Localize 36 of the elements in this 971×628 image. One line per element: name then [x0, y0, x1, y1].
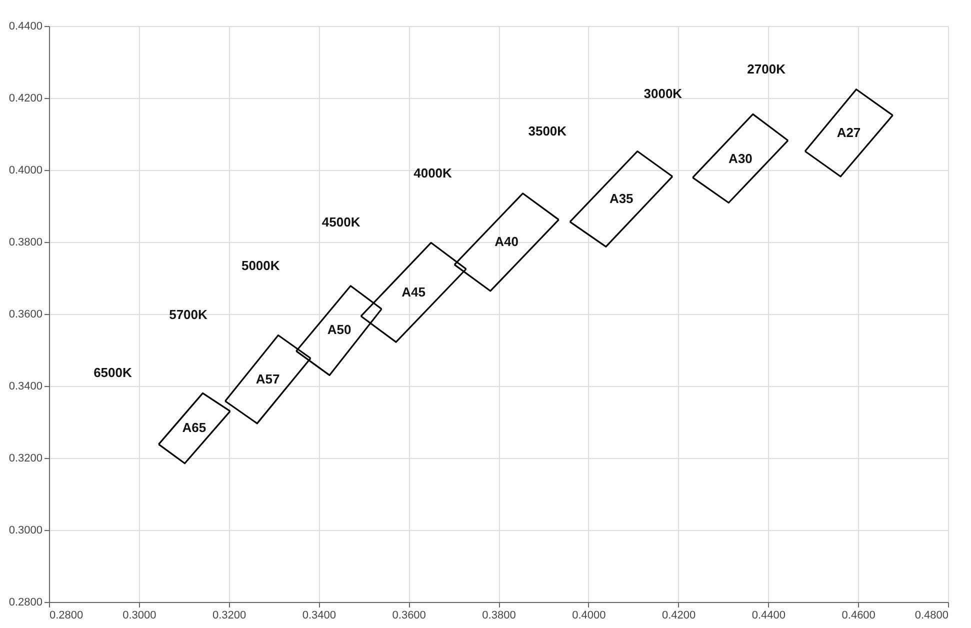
- y-tick-label: 0.3000: [8, 524, 42, 536]
- x-tick-label: 0.4000: [572, 610, 606, 622]
- annotation: A65: [182, 420, 206, 435]
- annotation: 4000K: [414, 165, 453, 180]
- y-tick-label: 0.3400: [8, 380, 42, 392]
- annotation: A35: [609, 191, 634, 206]
- annotation: 3000K: [644, 86, 683, 102]
- x-tick-label: 0.4400: [752, 610, 786, 622]
- annotation: A30: [728, 150, 752, 166]
- y-tick-label: 0.3200: [8, 452, 42, 464]
- annotation: A57: [256, 372, 280, 387]
- x-tick-label: 0.4800: [914, 610, 948, 622]
- y-tick-label: 0.3800: [8, 236, 42, 248]
- y-tick-label: 0.2800: [8, 596, 42, 608]
- x-tick-label: 0.3000: [122, 610, 156, 622]
- x-tick-label: 0.3600: [392, 610, 426, 622]
- annotation: 4500K: [322, 214, 361, 230]
- x-tick-label: 0.3800: [482, 610, 516, 622]
- annotation: A50: [327, 322, 352, 338]
- x-tick-label: 0.2800: [50, 610, 84, 622]
- annotation: A45: [402, 284, 426, 300]
- annotation: 2700K: [747, 61, 786, 76]
- annotation: 5700K: [169, 307, 208, 322]
- annotation: A27: [836, 125, 861, 140]
- annotation: A40: [494, 234, 519, 250]
- y-tick-label: 0.3600: [8, 308, 42, 320]
- annotation: 5000K: [241, 258, 280, 273]
- x-tick-label: 0.4200: [662, 610, 696, 622]
- x-tick-label: 0.4600: [842, 610, 876, 622]
- x-tick-label: 0.3400: [302, 610, 336, 622]
- x-tick-label: 0.3200: [212, 610, 246, 622]
- annotation: 6500K: [94, 365, 132, 380]
- y-tick-label: 0.4200: [8, 92, 42, 104]
- y-tick-label: 0.4400: [8, 20, 42, 32]
- annotation: 3500K: [528, 123, 568, 138]
- y-tick-label: 0.4000: [8, 164, 42, 176]
